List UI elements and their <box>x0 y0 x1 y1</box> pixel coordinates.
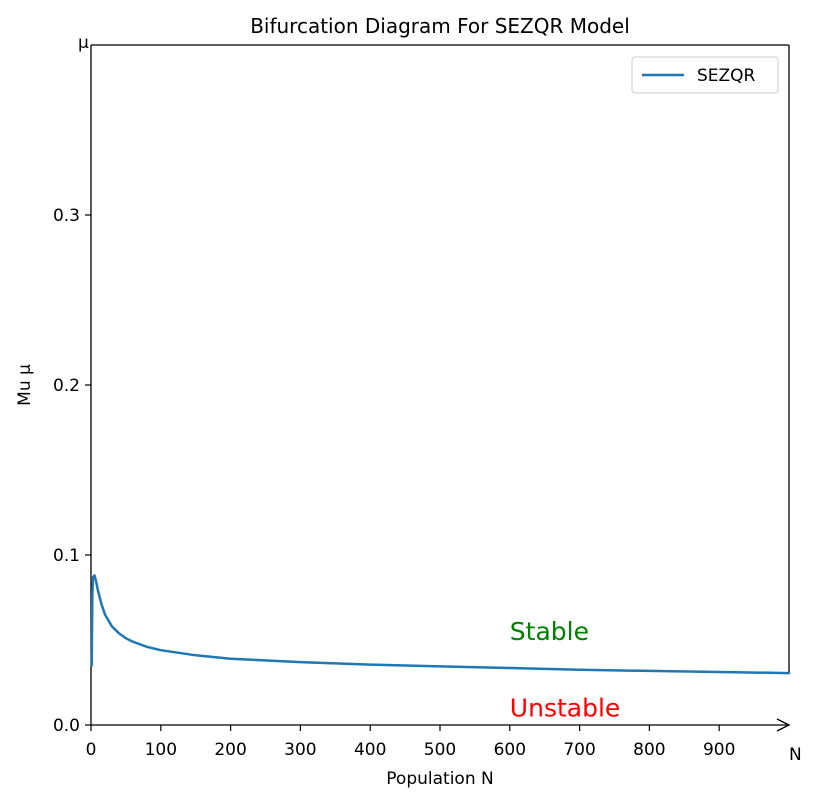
x-tick-label: 100 <box>145 740 177 760</box>
y-tick-label: 0.0 <box>53 716 80 736</box>
y-tick-label: 0.1 <box>53 546 80 566</box>
annotation-layer: Stable Unstable <box>510 617 621 723</box>
x-tick-label: 800 <box>633 740 665 760</box>
y-axis-end-label: μ <box>78 33 89 53</box>
y-tick-label: 0.2 <box>53 376 80 396</box>
x-ticks: 0 100 200 300 400 500 600 700 800 900 <box>86 725 735 760</box>
y-axis-title: Mu μ <box>15 364 35 406</box>
legend-box <box>631 56 779 94</box>
chart-title: Bifurcation Diagram For SEZQR Model <box>250 14 630 38</box>
x-tick-label: 500 <box>424 740 456 760</box>
annotation-unstable: Unstable <box>510 694 621 723</box>
x-tick-label: 0 <box>86 740 97 760</box>
y-ticks: 0.0 0.1 0.2 0.3 <box>53 206 91 736</box>
y-tick-label: 0.3 <box>53 206 80 226</box>
legend-label-sezqr: SEZQR <box>697 66 756 86</box>
legend: SEZQR <box>631 56 779 94</box>
x-axis-arrow <box>776 718 791 732</box>
x-axis-end-label: N <box>789 745 802 765</box>
x-tick-label: 200 <box>214 740 246 760</box>
series-layer <box>90 574 791 675</box>
x-tick-label: 600 <box>494 740 526 760</box>
x-tick-label: 900 <box>703 740 735 760</box>
x-axis-title: Population N <box>386 769 493 789</box>
series-line-sezqr <box>90 574 791 675</box>
axes <box>90 44 791 732</box>
x-tick-label: 700 <box>563 740 595 760</box>
x-tick-label: 300 <box>284 740 316 760</box>
x-tick-label: 400 <box>354 740 386 760</box>
annotation-stable: Stable <box>510 617 589 646</box>
